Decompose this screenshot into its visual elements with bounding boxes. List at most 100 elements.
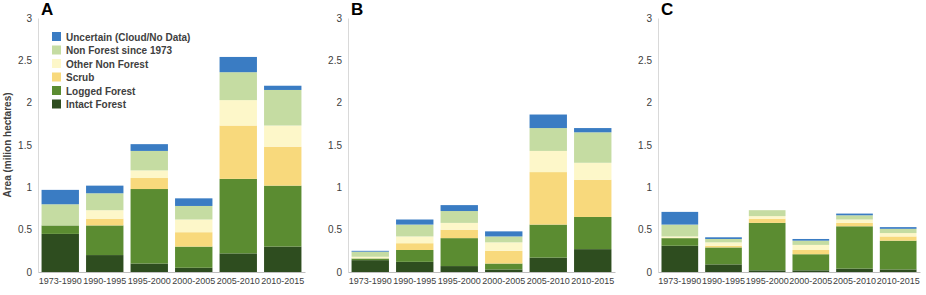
bar-segment: Non Forest since 1973	[396, 225, 433, 237]
legend-swatch	[52, 73, 61, 82]
legend-swatch	[52, 86, 61, 95]
y-tick-label: 1.5	[18, 140, 32, 151]
y-tick-label: 2.5	[18, 55, 32, 66]
bar-segment: Other Non Forest	[836, 220, 873, 223]
y-axis: 00.511.522.53	[328, 13, 348, 278]
x-tick-label: 1995-2000	[128, 276, 171, 286]
bar-segment: Uncertain (Cloud/No Data)	[86, 186, 123, 194]
bars: Intact ForestIntact ForestIntact ForestI…	[661, 210, 916, 272]
y-tick-label: 1	[646, 182, 652, 193]
bar-segment: Intact Forest	[661, 246, 698, 272]
bar-segment: Logged Forest	[792, 254, 829, 270]
y-tick-label: 2	[336, 97, 342, 108]
bar-segment: Uncertain (Cloud/No Data)	[485, 231, 522, 236]
bar-segment: Uncertain (Cloud/No Data)	[352, 250, 389, 252]
bar-segment: Intact Forest	[705, 264, 742, 272]
bar-segment: Intact Forest	[574, 249, 611, 272]
bar-segment: Logged Forest	[42, 225, 79, 233]
bar-segment: Logged Forest	[661, 238, 698, 246]
bar-segment: Scrub	[880, 236, 917, 240]
bar-segment: Scrub	[485, 251, 522, 264]
y-tick-label: 1.5	[638, 140, 652, 151]
x-axis-line	[659, 272, 921, 273]
x-tick-label: 2010-2015	[261, 276, 304, 286]
bar-segment: Logged Forest	[86, 225, 123, 255]
x-tick-label: 2010-2015	[877, 276, 920, 286]
legend-label: Other Non Forest	[66, 59, 149, 70]
bar-segment: Scrub	[220, 126, 257, 179]
y-tick-label: 2.5	[328, 55, 342, 66]
y-tick-label: 1	[336, 182, 342, 193]
y-tick: 1.5	[328, 140, 348, 151]
x-tick: 1990-1995	[702, 272, 745, 286]
bar-segment: Logged Forest	[220, 179, 257, 254]
y-tick: 3	[646, 13, 658, 24]
bar-segment: Uncertain (Cloud/No Data)	[574, 128, 611, 132]
legend-entry: Logged Forest	[52, 86, 136, 97]
bar-segment: Other Non Forest	[485, 242, 522, 250]
y-axis-title: Area (milion hectares)	[2, 92, 13, 197]
bar-segment: Scrub	[396, 243, 433, 250]
y-tick: 1.5	[18, 140, 38, 151]
bar-segment: Other Non Forest	[131, 170, 168, 178]
x-tick: 1990-1995	[83, 272, 126, 286]
y-tick-label: 3	[646, 13, 652, 24]
bar-segment: Uncertain (Cloud/No Data)	[661, 212, 698, 225]
bar-segment: Scrub	[530, 172, 567, 224]
bar-segment: Logged Forest	[485, 264, 522, 270]
y-tick-label: 2.5	[638, 55, 652, 66]
legend-label: Uncertain (Cloud/No Data)	[66, 32, 190, 43]
x-tick-label: 2005-2010	[833, 276, 876, 286]
bar-segment: Other Non Forest	[705, 242, 742, 245]
panel: Intact ForestIntact ForestIntact ForestI…	[328, 0, 615, 286]
x-axis: 1973-19901990-19951995-20002000-20052005…	[658, 272, 920, 286]
bar-segment: Other Non Forest	[175, 220, 212, 233]
bar-segment: Uncertain (Cloud/No Data)	[749, 210, 786, 211]
bar-segment: Intact Forest	[836, 269, 873, 272]
bar-segment: Other Non Forest	[441, 223, 478, 230]
legend-swatch	[52, 59, 61, 68]
x-tick: 1995-2000	[128, 272, 171, 286]
x-tick: 2005-2010	[217, 272, 260, 286]
bar-segment: Uncertain (Cloud/No Data)	[792, 239, 829, 241]
x-tick-label: 1995-2000	[746, 276, 789, 286]
panel-title: B	[351, 0, 363, 19]
y-axis-line	[658, 19, 659, 273]
y-tick-label: 0.5	[638, 224, 652, 235]
panel: Intact ForestIntact ForestIntact ForestI…	[638, 0, 920, 286]
bar-segment: Non Forest since 1973	[880, 229, 917, 233]
bar-segment: Scrub	[175, 232, 212, 246]
bar-segment: Intact Forest	[42, 234, 79, 272]
x-tick-label: 1973-1990	[658, 276, 701, 286]
x-tick: 2010-2015	[877, 272, 920, 286]
x-tick: 2000-2005	[172, 272, 215, 286]
legend-entry: Non Forest since 1973	[52, 45, 173, 56]
y-tick: 2	[336, 97, 348, 108]
bar-segment: Intact Forest	[264, 247, 301, 272]
y-tick: 2	[646, 97, 658, 108]
bar-segment: Logged Forest	[352, 258, 389, 260]
y-tick: 0.5	[328, 224, 348, 235]
bar-segment: Logged Forest	[131, 189, 168, 264]
y-tick-label: 0	[26, 267, 32, 278]
x-tick: 2010-2015	[261, 272, 304, 286]
x-axis-line	[39, 272, 306, 273]
y-tick: 2.5	[18, 55, 38, 66]
bar-segment: Non Forest since 1973	[441, 211, 478, 223]
bar-segment: Other Non Forest	[661, 236, 698, 238]
bar-segment: Non Forest since 1973	[42, 204, 79, 225]
bar-segment: Other Non Forest	[792, 245, 829, 250]
bar-segment: Uncertain (Cloud/No Data)	[396, 220, 433, 225]
y-tick-label: 1.5	[328, 140, 342, 151]
bar-segment: Scrub	[86, 219, 123, 226]
bar-segment: Non Forest since 1973	[530, 128, 567, 151]
bar-segment: Scrub	[749, 219, 786, 223]
bar-segment: Intact Forest	[396, 262, 433, 272]
y-tick-label: 2	[646, 97, 652, 108]
bar-segment: Non Forest since 1973	[485, 236, 522, 242]
bar-segment: Logged Forest	[836, 226, 873, 268]
bar-segment: Scrub	[131, 178, 168, 189]
bar-segment: Uncertain (Cloud/No Data)	[175, 198, 212, 206]
bar-segment: Uncertain (Cloud/No Data)	[530, 115, 567, 129]
x-tick-label: 1995-2000	[438, 276, 481, 286]
